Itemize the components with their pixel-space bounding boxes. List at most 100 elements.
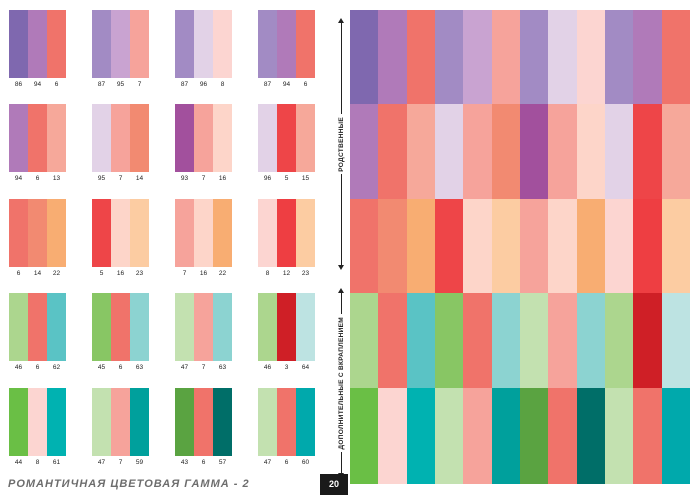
color-swatch xyxy=(296,199,315,267)
palette-numbers: 86 94 6 xyxy=(9,81,66,88)
color-swatch xyxy=(130,199,149,267)
grid-color-cell xyxy=(576,10,605,104)
color-swatch xyxy=(47,10,66,78)
color-number: 7 xyxy=(182,270,187,277)
color-number: 47 xyxy=(97,459,106,466)
color-number: 93 xyxy=(180,175,189,182)
color-number: 87 xyxy=(97,81,106,88)
palette-numbers: 44 8 61 xyxy=(9,459,66,466)
color-swatch xyxy=(194,199,213,267)
color-number: 6 xyxy=(303,81,308,88)
color-swatch xyxy=(47,293,66,361)
grid-color-cell xyxy=(491,104,520,199)
color-number: 87 xyxy=(263,81,272,88)
color-swatch xyxy=(213,104,232,172)
grid-row xyxy=(350,199,690,293)
palette-strip xyxy=(9,199,66,267)
palette-numbers: 6 14 22 xyxy=(9,270,66,277)
grid-color-cell xyxy=(548,10,577,104)
color-number: 22 xyxy=(218,270,227,277)
color-number: 6 xyxy=(16,270,21,277)
color-swatch xyxy=(28,388,47,456)
color-number: 16 xyxy=(218,175,227,182)
color-number: 61 xyxy=(52,459,61,466)
color-swatch xyxy=(92,293,111,361)
grid-row xyxy=(350,293,690,388)
color-number: 63 xyxy=(135,364,144,371)
palette-numbers: 96 5 15 xyxy=(258,175,315,182)
color-number: 7 xyxy=(118,175,123,182)
palette-strip xyxy=(175,293,232,361)
palette-strip xyxy=(9,104,66,172)
grid-color-cell xyxy=(350,104,379,199)
color-swatch xyxy=(111,293,130,361)
color-swatch xyxy=(277,199,296,267)
palette-numbers: 43 6 57 xyxy=(175,459,232,466)
grid-color-cell xyxy=(491,10,520,104)
palette-card: 44 8 61 xyxy=(9,388,66,466)
palette-numbers: 95 7 14 xyxy=(92,175,149,182)
color-swatch xyxy=(296,293,315,361)
color-swatch xyxy=(92,388,111,456)
palette-card: 95 7 14 xyxy=(92,104,149,182)
related-label: РОДСТВЕННЫЕ xyxy=(331,18,351,270)
color-swatch xyxy=(9,10,28,78)
color-number: 15 xyxy=(301,175,310,182)
color-number: 47 xyxy=(180,364,189,371)
color-number: 87 xyxy=(180,81,189,88)
palette-strip xyxy=(258,293,315,361)
palette-strip xyxy=(9,10,66,78)
color-number: 86 xyxy=(14,81,23,88)
grid-color-cell xyxy=(633,10,662,104)
color-swatch xyxy=(277,104,296,172)
palette-card: 6 14 22 xyxy=(9,199,66,277)
palette-numbers: 47 6 60 xyxy=(258,459,315,466)
color-number: 7 xyxy=(137,81,142,88)
palette-card: 8 12 23 xyxy=(258,199,315,277)
grid-color-cell xyxy=(491,199,520,293)
palette-strip xyxy=(258,388,315,456)
palette-strip xyxy=(92,199,149,267)
grid-color-cell xyxy=(633,104,662,199)
color-number: 6 xyxy=(35,175,40,182)
palette-card: 47 7 63 xyxy=(175,293,232,371)
color-number: 43 xyxy=(180,459,189,466)
grid-color-cell xyxy=(661,293,690,388)
color-number: 95 xyxy=(97,175,106,182)
palette-numbers: 93 7 16 xyxy=(175,175,232,182)
color-swatch xyxy=(9,293,28,361)
palette-strip xyxy=(9,388,66,456)
grid-color-cell xyxy=(350,199,379,293)
palette-numbers: 87 95 7 xyxy=(92,81,149,88)
palette-numbers: 7 16 22 xyxy=(175,270,232,277)
palette-numbers: 87 94 6 xyxy=(258,81,315,88)
palette-card: 87 94 6 xyxy=(258,10,315,88)
color-swatch xyxy=(277,10,296,78)
color-number: 8 xyxy=(220,81,225,88)
grid-color-cell xyxy=(576,388,605,484)
color-number: 46 xyxy=(263,364,272,371)
arrow-down-icon xyxy=(338,265,344,270)
palette-strip xyxy=(92,104,149,172)
grid-color-cell xyxy=(378,293,407,388)
palette-strip xyxy=(92,10,149,78)
color-swatch xyxy=(194,104,213,172)
grid-color-cell xyxy=(661,104,690,199)
palette-numbers: 47 7 59 xyxy=(92,459,149,466)
palette-numbers: 46 3 64 xyxy=(258,364,315,371)
palette-numbers: 45 6 63 xyxy=(92,364,149,371)
palette-card: 94 6 13 xyxy=(9,104,66,182)
color-swatch xyxy=(258,199,277,267)
palette-strip xyxy=(258,10,315,78)
palette-numbers: 94 6 13 xyxy=(9,175,66,182)
palette-card: 46 3 64 xyxy=(258,293,315,371)
palette-numbers: 87 96 8 xyxy=(175,81,232,88)
grid-color-cell xyxy=(633,388,662,484)
grid-row xyxy=(350,104,690,199)
grid-color-cell xyxy=(406,293,435,388)
palette-strip xyxy=(258,104,315,172)
grid-color-cell xyxy=(548,388,577,484)
palette-strip xyxy=(92,388,149,456)
palette-card: 86 94 6 xyxy=(9,10,66,88)
color-number: 94 xyxy=(14,175,23,182)
